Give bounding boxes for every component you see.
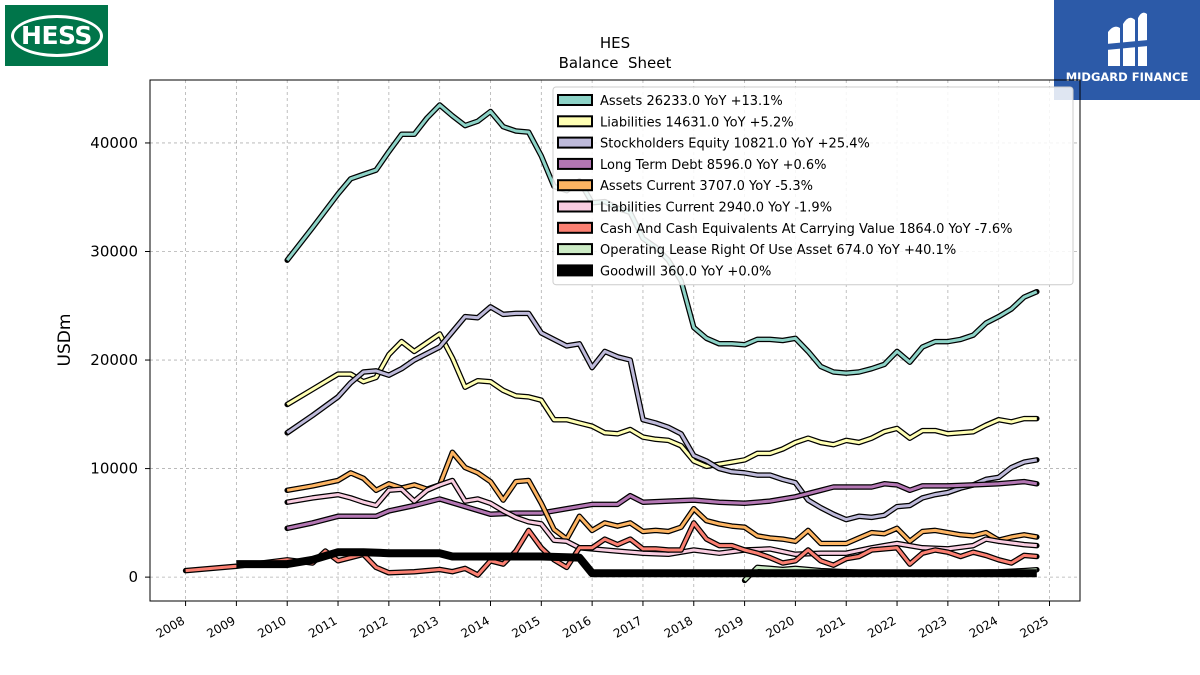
- x-tick-label: 2015: [509, 613, 542, 640]
- x-tick-label: 2016: [560, 613, 593, 640]
- series-line: [286, 332, 1037, 468]
- x-tick-label: 2011: [306, 613, 339, 640]
- hess-logo-text: HESS: [21, 21, 92, 50]
- midgard-logo-label: MIDGARD FINANCE: [1065, 70, 1189, 84]
- x-tick-label: 2023: [916, 613, 949, 640]
- legend-entry-label: Liabilities Current 2940.0 YoY -1.9%: [600, 201, 832, 216]
- legend-entry-label: Goodwill 360.0 YoY +0.0%: [600, 264, 771, 279]
- series-long-term-debt: [284, 478, 1040, 532]
- x-tick-label: 2013: [408, 613, 441, 640]
- chart-title: HES: [600, 34, 630, 52]
- x-tick-label: 2024: [967, 613, 1000, 640]
- chart-subtitle: Balance Sheet: [559, 54, 672, 72]
- legend-swatch: [557, 136, 593, 149]
- x-tick-label: 2010: [255, 613, 288, 640]
- y-tick-label: 20000: [90, 351, 138, 369]
- series-line: [286, 480, 1038, 530]
- y-tick-label: 30000: [90, 242, 138, 260]
- legend-swatch: [557, 94, 593, 106]
- series-liabilities-current: [284, 477, 1040, 558]
- series-line: [286, 305, 1038, 522]
- series-cash-and-cash-equivalents-at-carrying-value: [182, 520, 1040, 578]
- legend-entry-label: Assets Current 3707.0 YoY -5.3%: [600, 179, 813, 194]
- legend-swatch: [557, 243, 593, 256]
- legend-entry-label: Long Term Debt 8596.0 YoY +0.6%: [600, 158, 827, 173]
- legend-swatch: [557, 264, 593, 277]
- legend-entry-label: Cash And Cash Equivalents At Carrying Va…: [600, 222, 1012, 237]
- legend-entry-label: Liabilities 14631.0 YoY +5.2%: [600, 115, 794, 130]
- x-tick-label: 2020: [763, 613, 796, 640]
- y-tick-label: 40000: [90, 134, 138, 152]
- axis-ticks: 2008 2009 2010 2011 2012 2013 2014 2015 2016 2017…: [90, 134, 1051, 641]
- series-line: [185, 521, 1037, 577]
- midgard-finance-logo: MIDGARD FINANCE: [1054, 0, 1200, 100]
- series-line: [236, 548, 1037, 578]
- x-tick-label: 2021: [814, 613, 847, 640]
- x-tick-label: 2025: [1018, 613, 1051, 640]
- y-axis-label: USDm: [55, 314, 75, 367]
- legend-swatch: [557, 115, 593, 128]
- series-line-outline: [284, 477, 1040, 558]
- series-line: [286, 479, 1037, 556]
- y-tick-label: 10000: [90, 460, 138, 478]
- hess-logo-oval: HESS: [10, 14, 103, 57]
- series-line-outline: [284, 331, 1040, 470]
- legend-swatch: [557, 200, 593, 213]
- series-liabilities: [284, 331, 1040, 470]
- series-stockholders-equity: [284, 304, 1040, 523]
- hess-logo: HESS: [5, 5, 108, 66]
- x-tick-label: 2022: [865, 613, 898, 640]
- x-tick-label: 2017: [611, 613, 644, 640]
- x-tick-label: 2009: [204, 613, 237, 640]
- x-tick-label: 2019: [713, 613, 746, 640]
- series-goodwill: [236, 548, 1037, 578]
- legend-swatch: [557, 179, 593, 192]
- plot-frame: [149, 79, 1081, 602]
- legend-swatch: [557, 157, 593, 170]
- legend-entry-label: Stockholders Equity 10821.0 YoY +25.4%: [600, 137, 870, 152]
- x-tick-label: 2014: [459, 613, 492, 640]
- legend-swatch: [557, 221, 593, 234]
- x-tick-label: 2018: [662, 613, 695, 640]
- legend: Assets 26233.0 YoY +13.1% Liabilities 146…: [552, 86, 1074, 286]
- legend-entry-label: Assets 26233.0 YoY +13.1%: [600, 94, 783, 109]
- legend-entry-label: Operating Lease Right Of Use Asset 674.0…: [600, 243, 956, 258]
- y-tick-label: 0: [128, 568, 138, 586]
- legend-box: [552, 86, 1074, 286]
- x-tick-label: 2012: [357, 613, 390, 640]
- midgard-logo-mark-icon: [1106, 12, 1148, 67]
- x-tick-label: 2008: [154, 613, 187, 640]
